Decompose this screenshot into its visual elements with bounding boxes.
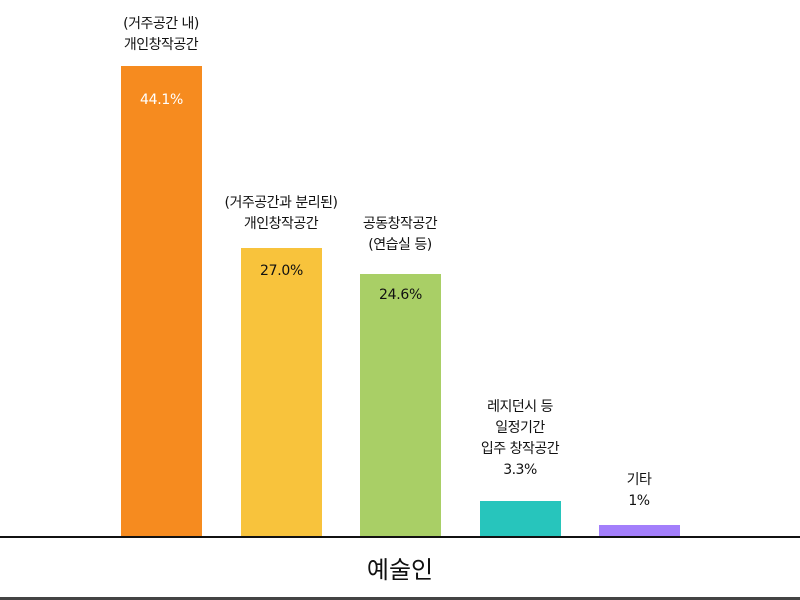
x-axis-label: 예술인 xyxy=(366,556,434,584)
bar-4-category-label: 레지던시 등 일정기간 입주 창작공간 3.3% xyxy=(430,397,610,481)
bar-3 xyxy=(360,274,441,536)
bar-1-label-line2: 개인창작공간 xyxy=(123,37,199,53)
bar-2 xyxy=(241,248,322,536)
bar-2-label-line2: 개인창작공간 xyxy=(243,216,319,232)
x-axis-baseline xyxy=(0,536,800,538)
bar-5-category-label: 기타 1% xyxy=(549,470,729,512)
bar-4 xyxy=(480,501,561,536)
bar-4-label-line2: 일정기간 xyxy=(495,420,545,436)
bar-2-category-label: (거주공간과 분리된) 개인창작공간 xyxy=(191,193,371,235)
bar-3-label-line2: (연습실 등) xyxy=(368,237,432,253)
bar-1 xyxy=(121,66,202,536)
bar-1-label-line1: (거주공간 내) xyxy=(123,16,199,32)
bar-2-value: 27.0% xyxy=(260,263,303,279)
bottom-border xyxy=(0,597,800,600)
bar-3-value: 24.6% xyxy=(379,287,422,303)
bar-4-label-line3: 입주 창작공간 xyxy=(480,441,560,457)
bar-2-label-line1: (거주공간과 분리된) xyxy=(224,195,338,211)
bar-4-value: 3.3% xyxy=(503,462,537,478)
bar-5 xyxy=(599,525,680,536)
bar-4-label-line1: 레지던시 등 xyxy=(487,399,553,415)
bar-5-label-line1: 기타 xyxy=(626,472,652,488)
bar-3-category-label: 공동창작공간 (연습실 등) xyxy=(310,214,490,256)
bar-1-value: 44.1% xyxy=(140,92,183,108)
bar-1-category-label: (거주공간 내) 개인창작공간 xyxy=(71,14,251,56)
bar-5-value: 1% xyxy=(628,493,650,509)
bar-3-label-line1: 공동창작공간 xyxy=(362,216,438,232)
